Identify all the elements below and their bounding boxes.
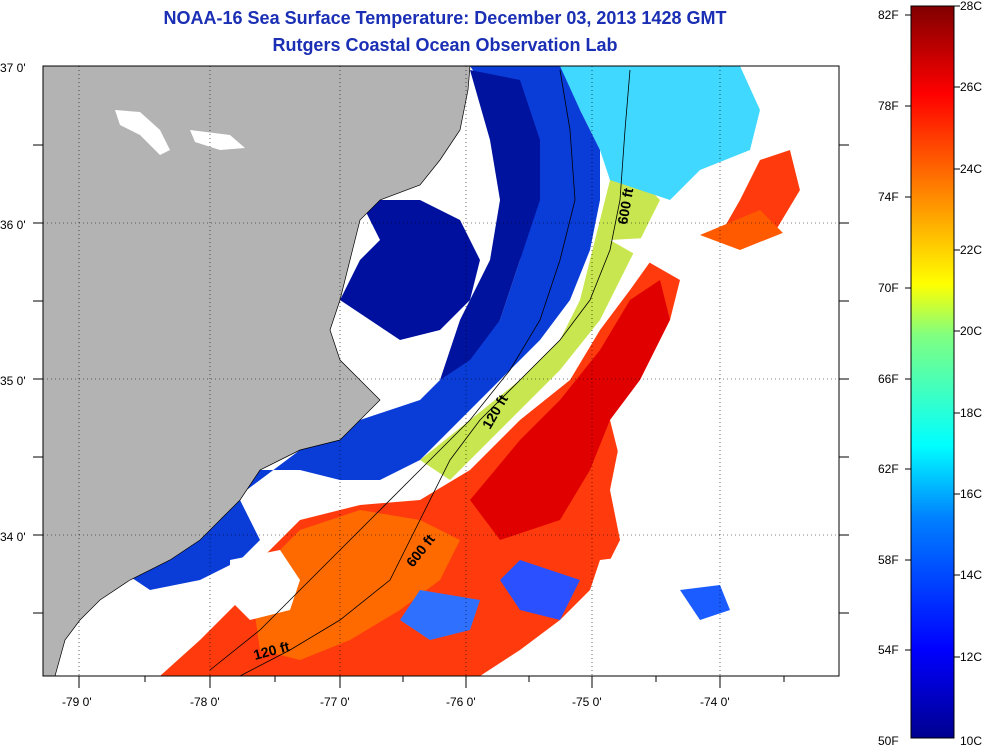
inland-lake [115, 110, 170, 155]
colorbar-f-54: 54F [878, 643, 899, 657]
cyan-band [540, 66, 760, 200]
colorbar-c-26: 26C [960, 80, 982, 94]
cold-patch [500, 560, 580, 620]
colorbar-f-66: 66F [878, 372, 899, 386]
lon-label-75: -75 0' [572, 695, 602, 709]
pamlico-sound [340, 200, 480, 340]
contour-label-600ft-north: 600 ft [614, 186, 636, 225]
colorbar-gradient [910, 5, 955, 739]
lat-label-36: 36 0' [0, 218, 26, 232]
hot-core [470, 280, 670, 540]
colorbar-f-82: 82F [878, 8, 899, 22]
lon-label-77: -77 0' [320, 695, 350, 709]
lat-label-34: 34 0' [0, 530, 26, 544]
cold-patch [680, 585, 730, 620]
lon-label-78: -78 0' [190, 695, 220, 709]
colorbar-f-70: 70F [878, 281, 899, 295]
cloud-east [610, 220, 839, 520]
colorbar-f-78: 78F [878, 99, 899, 113]
colorbar-f-50: 50F [878, 734, 899, 748]
orange-region [250, 510, 460, 660]
map-frame [42, 65, 840, 677]
cold-patch [400, 590, 480, 640]
colorbar: 82F 78F 74F 70F 66F 62F 58F 54F 50F 28C … [878, 0, 982, 748]
map-title: NOAA-16 Sea Surface Temperature: Decembe… [163, 8, 727, 28]
colorbar-c-22: 22C [960, 243, 982, 257]
colorbar-c-14: 14C [960, 568, 982, 582]
transition-band [420, 180, 660, 480]
contour-120ft [209, 69, 576, 671]
cloud-northeast [760, 66, 839, 220]
nearshore-cold [440, 70, 540, 380]
contour-600ft [239, 69, 631, 676]
map-subtitle: Rutgers Coastal Ocean Observation Lab [272, 35, 618, 55]
colorbar-f-58: 58F [878, 553, 899, 567]
lon-label-74: -74 0' [700, 695, 730, 709]
longitude-axis: -79 0' -78 0' -77 0' -76 0' -75 0' -74 0… [62, 676, 785, 709]
colorbar-c-12: 12C [960, 650, 982, 664]
colorbar-f-62: 62F [878, 462, 899, 476]
colorbar-c-10: 10C [960, 734, 982, 748]
land [43, 66, 471, 676]
colorbar-c-24: 24C [960, 162, 982, 176]
lon-label-76: -76 0' [446, 695, 476, 709]
map-plot-area: 600 ft 120 ft 600 ft 120 ft [43, 66, 839, 676]
lat-label-35: 35 0' [0, 374, 26, 388]
lon-label-79: -79 0' [62, 695, 92, 709]
colorbar-c-20: 20C [960, 324, 982, 338]
inland-lake [190, 130, 245, 150]
colorbar-c-16: 16C [960, 487, 982, 501]
colorbar-f-74: 74F [878, 190, 899, 204]
lat-label-37: 37 0' [0, 61, 26, 75]
colorbar-c-28: 28C [960, 0, 982, 13]
colorbar-c-18: 18C [960, 406, 982, 420]
graticule [43, 66, 839, 676]
latitude-axis: 37 0' 36 0' 35 0' 34 0' [0, 61, 849, 614]
cloud-onslow [230, 550, 300, 620]
